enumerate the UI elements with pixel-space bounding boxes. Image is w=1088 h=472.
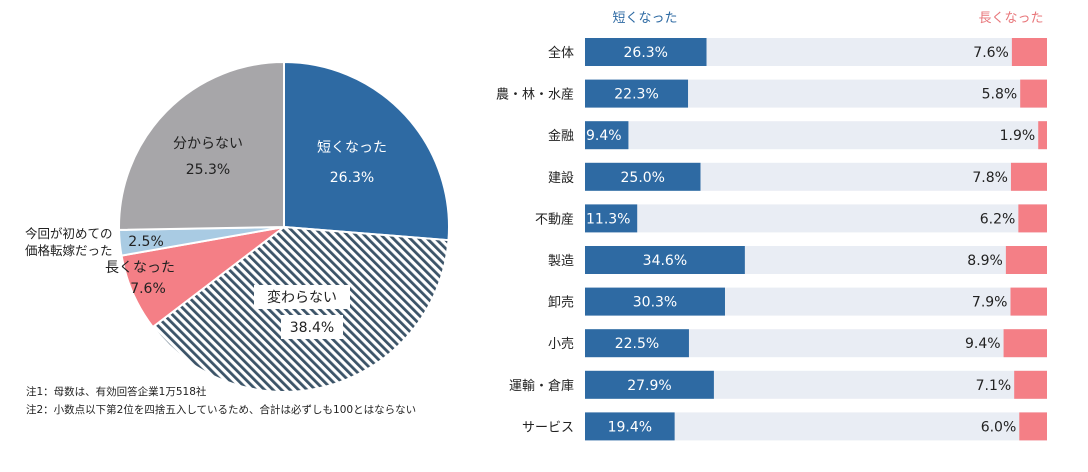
- bar-row: 卸売 30.3% 7.9%: [548, 287, 1047, 316]
- value-label-short: 30.3%: [633, 295, 677, 311]
- note-2: 注2：小数点以下第2位を四捨五入しているため、合計は必ずしも100とはならない: [26, 404, 417, 416]
- value-label-short: 9.4%: [586, 128, 622, 144]
- bar-short: [585, 38, 707, 66]
- value-label-long: 5.8%: [982, 87, 1018, 103]
- bar-short: [585, 246, 745, 274]
- bar-row: 金融 9.4% 1.9%: [548, 121, 1047, 150]
- bar-short: [585, 79, 689, 108]
- bar-long: [1019, 412, 1047, 441]
- value-label-long: 7.8%: [972, 170, 1008, 186]
- pie-label-first-time-line: 価格転嫁だった: [25, 243, 113, 258]
- category-label: 小売: [548, 336, 574, 352]
- pie-label-box: [254, 285, 350, 309]
- category-label: 全体: [548, 45, 574, 61]
- value-label-short: 34.6%: [643, 253, 687, 269]
- value-label-long: 7.9%: [972, 295, 1008, 311]
- bar-short: [585, 370, 714, 399]
- category-label: 金融: [548, 128, 574, 144]
- bar-short: [585, 412, 675, 441]
- value-label-short: 19.4%: [608, 419, 652, 435]
- category-label: サービス: [522, 420, 574, 435]
- bar-row: 小売 22.5% 9.4%: [548, 329, 1047, 358]
- bar-long: [1010, 287, 1047, 316]
- bar-long: [1018, 204, 1047, 233]
- bar-row: サービス 19.4% 6.0%: [522, 412, 1047, 441]
- value-label-long: 6.2%: [980, 211, 1016, 227]
- value-label-long: 1.9%: [1000, 128, 1036, 144]
- pie-label-unknown: 分からない: [173, 136, 243, 152]
- bar-long: [1014, 370, 1047, 399]
- bar-long: [1038, 121, 1047, 150]
- value-label-short: 25.0%: [621, 170, 665, 186]
- bar-row: 全体 26.3% 7.6%: [548, 38, 1047, 66]
- bar-middle: [585, 121, 1047, 150]
- value-label-long: 7.6%: [973, 45, 1009, 61]
- pie-value-short: 26.3%: [330, 170, 374, 186]
- pie-value-long: 7.6%: [130, 281, 166, 297]
- bar-short: [585, 121, 629, 150]
- pie-label-short: 短くなった: [317, 140, 387, 156]
- pie-value-unknown: 25.3%: [186, 162, 230, 178]
- legend-short: 短くなった: [612, 11, 677, 26]
- bar-row: 不動産 11.3% 6.2%: [535, 204, 1047, 233]
- pie-value-first-time: 2.5%: [128, 234, 164, 250]
- bar-row: 建設 25.0% 7.8%: [548, 162, 1047, 191]
- bar-long: [1005, 246, 1047, 274]
- bar-long: [1011, 38, 1047, 66]
- pie-label-box: [281, 315, 343, 339]
- category-label: 卸売: [548, 295, 574, 311]
- category-label: 建設: [548, 170, 574, 186]
- category-label: 運輸・倉庫: [509, 379, 574, 394]
- bar-short: [585, 329, 689, 358]
- value-label-long: 8.9%: [967, 253, 1003, 269]
- pie-slice-short: [283, 60, 450, 242]
- category-label: 農・林・水産: [496, 87, 574, 103]
- bar-row: 製造 34.6% 8.9%: [548, 246, 1047, 274]
- pie-slice-unchanged: [151, 225, 450, 393]
- bar-short: [585, 287, 725, 316]
- bar-long: [1010, 162, 1047, 191]
- bar-row: 運輸・倉庫 27.9% 7.1%: [509, 370, 1047, 399]
- pie-value-unchanged: 38.4%: [290, 320, 334, 336]
- value-label-long: 7.1%: [976, 378, 1012, 394]
- value-label-short: 27.9%: [627, 378, 671, 394]
- pie-slice-unknown: [118, 60, 285, 231]
- pie-label-unchanged: 変わらない: [267, 289, 337, 306]
- note-1: 注1：母数は、有効回答企業1万518社: [26, 386, 207, 398]
- bar-long: [1003, 329, 1047, 358]
- bar-long: [1020, 79, 1047, 108]
- bar-row: 農・林・水産 22.3% 5.8%: [496, 79, 1047, 108]
- category-label: 不動産: [535, 211, 574, 227]
- bar-middle: [585, 204, 1047, 233]
- value-label-long: 9.4%: [965, 336, 1001, 352]
- pie-label-first-time-line: 今回が初めての: [25, 226, 113, 241]
- value-label-short: 26.3%: [624, 45, 668, 61]
- value-label-short: 22.5%: [615, 336, 659, 352]
- pie-chart: 短くなった 26.3% 変わらない 38.4% 長くなった 7.6% 今回が初めての価格転嫁…: [25, 60, 450, 393]
- category-label: 製造: [548, 254, 574, 269]
- value-label-short: 22.3%: [614, 87, 658, 103]
- bar-short: [585, 162, 701, 191]
- bar-short: [585, 204, 638, 233]
- value-label-long: 6.0%: [981, 419, 1017, 435]
- pie-label-long: 長くなった: [105, 260, 175, 276]
- value-label-short: 11.3%: [586, 211, 630, 227]
- legend-long: 長くなった: [978, 11, 1043, 26]
